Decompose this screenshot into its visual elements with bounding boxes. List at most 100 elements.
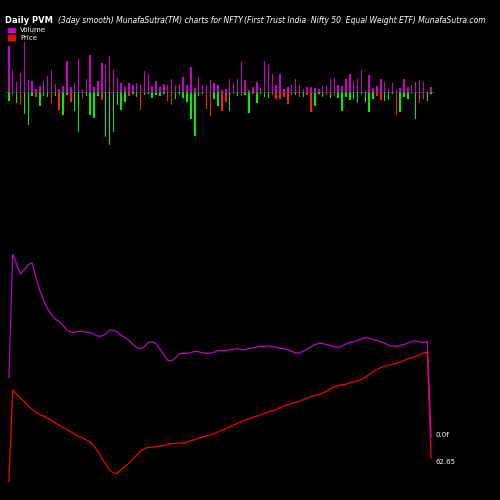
Bar [105,92,106,137]
Bar [78,92,80,132]
Bar [342,86,343,92]
Bar [268,65,269,92]
Bar [272,92,273,96]
Bar [240,62,242,92]
Bar [62,92,64,114]
Bar [221,90,222,92]
Bar [260,92,262,94]
Bar [163,92,164,94]
Bar [12,92,14,95]
Bar [20,92,21,105]
Bar [244,80,246,92]
Bar [342,92,343,111]
Bar [97,92,98,96]
Bar [152,92,153,98]
Bar [252,87,254,92]
Bar [148,92,149,94]
Bar [248,92,250,113]
Bar [411,92,412,94]
Bar [310,92,312,112]
Bar [283,89,284,92]
Bar [194,92,196,136]
Bar [376,86,378,92]
Bar [368,92,370,112]
Bar [291,85,292,92]
Bar [360,92,362,94]
Bar [202,84,203,92]
Bar [112,92,114,132]
Bar [338,92,339,98]
Bar [140,85,141,92]
Bar [47,76,48,92]
Bar [16,82,18,92]
Bar [326,86,328,92]
Bar [400,88,401,92]
Bar [210,80,211,92]
Bar [298,85,300,92]
Bar [178,92,180,96]
Bar [144,70,145,92]
Bar [345,92,346,96]
Bar [291,92,292,95]
Bar [426,90,428,92]
Bar [140,92,141,110]
Bar [182,77,184,92]
Bar [244,92,246,95]
Bar [384,82,386,92]
Bar [54,92,56,96]
Bar [372,88,374,92]
Bar [43,92,44,96]
Bar [186,84,188,92]
Bar [345,79,346,92]
Bar [12,70,14,92]
Bar [194,88,196,92]
Bar [167,86,168,92]
Bar [70,87,71,92]
Bar [66,62,68,92]
Bar [214,83,215,92]
Bar [82,92,83,98]
Bar [302,89,304,92]
Bar [415,92,416,119]
Bar [392,83,393,92]
Bar [407,92,408,98]
Bar [202,92,203,94]
Bar [214,92,215,99]
Text: 62.65: 62.65 [436,459,456,465]
Bar [116,78,118,92]
Bar [415,82,416,92]
Bar [109,92,110,146]
Bar [105,65,106,92]
Bar [152,86,153,92]
Bar [330,79,331,92]
Bar [349,92,350,100]
Bar [156,92,157,94]
Bar [116,92,118,105]
Bar [268,92,269,98]
Bar [74,82,76,92]
Bar [280,74,281,92]
Bar [159,92,160,96]
Bar [171,92,172,105]
Bar [101,92,102,100]
Bar [233,92,234,94]
Bar [302,92,304,97]
Bar [24,42,25,92]
Bar [396,90,397,92]
Bar [78,58,80,92]
Bar [178,84,180,92]
Bar [334,78,335,92]
Bar [330,92,331,98]
Bar [82,90,83,92]
Bar [280,92,281,100]
Bar [167,92,168,101]
Bar [47,92,48,97]
Bar [74,92,76,110]
Text: (First Trust India  Nifty 50  Equal Weight ETF) MunafaSutra.com: (First Trust India Nifty 50 Equal Weight… [244,16,486,25]
Bar [318,92,320,94]
Bar [283,92,284,96]
Bar [90,92,91,116]
Bar [419,92,420,103]
Bar [221,92,222,110]
Bar [388,92,389,100]
